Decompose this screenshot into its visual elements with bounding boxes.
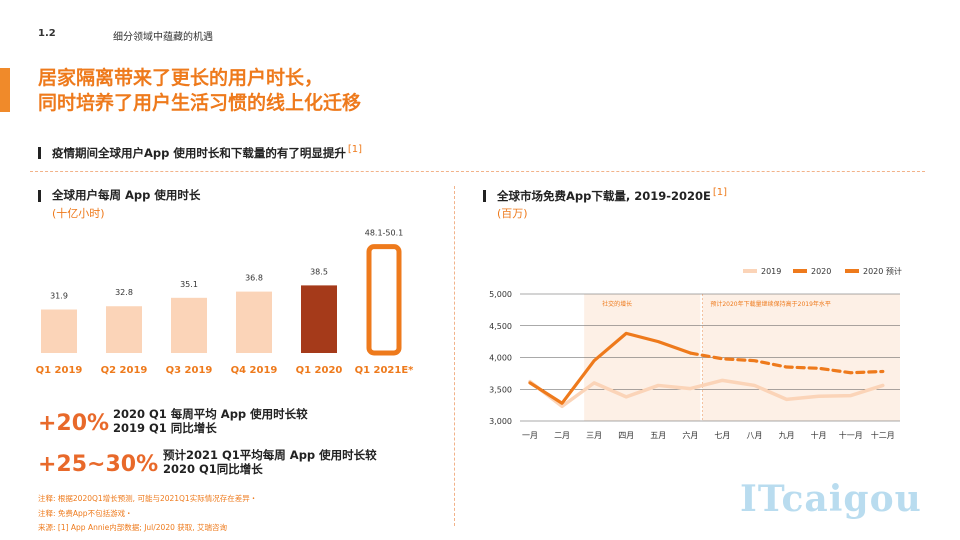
left-chart-unit: (十亿小时)	[52, 207, 105, 220]
bar-1	[106, 306, 142, 353]
bar-value-label: 31.9	[50, 292, 68, 301]
x-tick-label: 十二月	[871, 430, 895, 440]
line-chart-series	[528, 331, 885, 409]
x-tick-label: 八月	[747, 431, 763, 440]
line-series-2	[688, 351, 885, 375]
bar-value-label: 38.5	[310, 267, 328, 276]
line-chart-legend: 2019 2020 2020 预计	[743, 266, 902, 276]
note-1: 注释: 根据2020Q1增长预测, 可能与2021Q1实际情况存在差异・	[38, 494, 258, 503]
x-tick-label: 三月	[586, 431, 602, 440]
section-divider	[30, 171, 925, 172]
right-chart-title: 全球市场免费App下载量, 2019-2020E [1]	[497, 187, 727, 204]
annotation-forecast: 预计2020年下载量继续保持高于2019年水平	[710, 300, 831, 308]
annotation-social-growth: 社交的增长	[602, 300, 632, 308]
right-chart-unit: (百万)	[497, 207, 528, 220]
headline-line1: 居家隔离带来了更长的用户时长，	[38, 67, 324, 89]
line-series-0	[528, 378, 885, 409]
bar-category-label: Q2 2019	[101, 365, 148, 376]
bar-category-label: Q1 2019	[36, 365, 83, 376]
x-tick-label: 一月	[522, 431, 538, 440]
bar-series: 31.9 Q1 2019 32.8 Q2 2019 35.1 Q3 2019 36.8 Q4 …	[36, 229, 415, 376]
watermark-logo: ITcaigou	[740, 478, 922, 520]
bar-2	[171, 297, 207, 353]
legend-label: 2020 预计	[863, 266, 902, 276]
column-divider	[454, 186, 455, 526]
y-tick-label: 3,000	[489, 417, 512, 426]
x-tick-label: 九月	[779, 431, 795, 440]
bar-value-label: 36.8	[245, 274, 263, 283]
stat-1-value: +20%	[38, 411, 110, 436]
y-tick-label: 4,000	[489, 354, 512, 363]
subhead-marker	[38, 147, 41, 159]
x-tick-label: 四月	[618, 431, 634, 440]
bar-category-label: Q1 2021E*	[355, 365, 415, 376]
right-chart-marker	[483, 190, 486, 202]
section-number: 1.2	[38, 28, 56, 39]
bar-5	[366, 244, 402, 356]
y-tick-label: 5,000	[489, 290, 512, 299]
bar-category-label: Q3 2019	[166, 365, 213, 376]
note-2: 注释: 免费App不包括游戏・	[38, 509, 133, 518]
stat-2-line1: 预计2021 Q1平均每周 App 使用时长较	[163, 448, 377, 462]
source-note: 来源: [1] App Annie内部数据; Jul/2020 获取, 艾瑞咨询	[38, 523, 228, 532]
x-tick-label: 二月	[554, 431, 570, 440]
right-chart-title-text: 全球市场免费App下载量, 2019-2020E	[497, 188, 711, 203]
subhead-ref: [1]	[347, 144, 363, 155]
right-chart-title-ref: [1]	[712, 187, 728, 198]
y-tick-label: 3,500	[489, 385, 512, 394]
bar-value-label: 35.1	[180, 280, 198, 289]
stat-2-value: +25~30%	[38, 452, 159, 477]
section-title: 细分领域中蕴藏的机遇	[113, 32, 213, 43]
stat-1-line2: 2019 Q1 同比增长	[113, 421, 217, 435]
line-chart-axis-labels: 3,000 3,500 4,000 4,500 5,000 一月 二月 三月 四月 五月 六月 七月 八…	[489, 290, 895, 440]
x-tick-label: 十一月	[839, 430, 863, 440]
legend-label: 2020	[811, 267, 831, 276]
legend-label: 2019	[761, 267, 781, 276]
left-chart-marker	[38, 190, 41, 202]
x-tick-label: 十月	[811, 430, 827, 440]
bar-3	[236, 291, 272, 353]
bar-chart: 31.9 Q1 2019 32.8 Q2 2019 35.1 Q3 2019 36.8 Q4 …	[36, 229, 415, 376]
subhead: 疫情期间全球用户App 使用时长和下载量的有了明显提升 [1]	[52, 144, 362, 161]
bar-4	[301, 285, 337, 353]
x-tick-label: 七月	[714, 431, 730, 440]
subhead-text: 疫情期间全球用户App 使用时长和下载量的有了明显提升	[52, 145, 346, 160]
x-tick-label: 六月	[682, 430, 698, 440]
left-chart-title: 全球用户每周 App 使用时长	[52, 188, 201, 202]
headline-line2: 同时培养了用户生活习惯的线上化迁移	[38, 92, 362, 114]
stat-2-text: 预计2021 Q1平均每周 App 使用时长较 2020 Q1同比增长	[163, 448, 377, 476]
bar-category-label: Q4 2019	[231, 365, 278, 376]
line-chart: 社交的增长 预计2020年下载量继续保持高于2019年水平 3,000 3,500 4…	[489, 266, 902, 440]
bar-category-label: Q1 2020	[296, 365, 343, 376]
x-tick-label: 五月	[650, 431, 666, 440]
stat-1-line1: 2020 Q1 每周平均 App 使用时长较	[113, 407, 308, 421]
bar-value-label: 32.8	[115, 288, 133, 297]
bar-value-label: 48.1-50.1	[365, 229, 404, 238]
y-tick-label: 4,500	[489, 322, 512, 331]
accent-bar	[0, 68, 10, 112]
line-series-1	[528, 331, 692, 405]
headline: 居家隔离带来了更长的用户时长， 同时培养了用户生活习惯的线上化迁移	[38, 66, 361, 116]
stat-1-text: 2020 Q1 每周平均 App 使用时长较 2019 Q1 同比增长	[113, 407, 308, 435]
bar-0	[41, 309, 77, 353]
stat-2-line2: 2020 Q1同比增长	[163, 462, 263, 476]
